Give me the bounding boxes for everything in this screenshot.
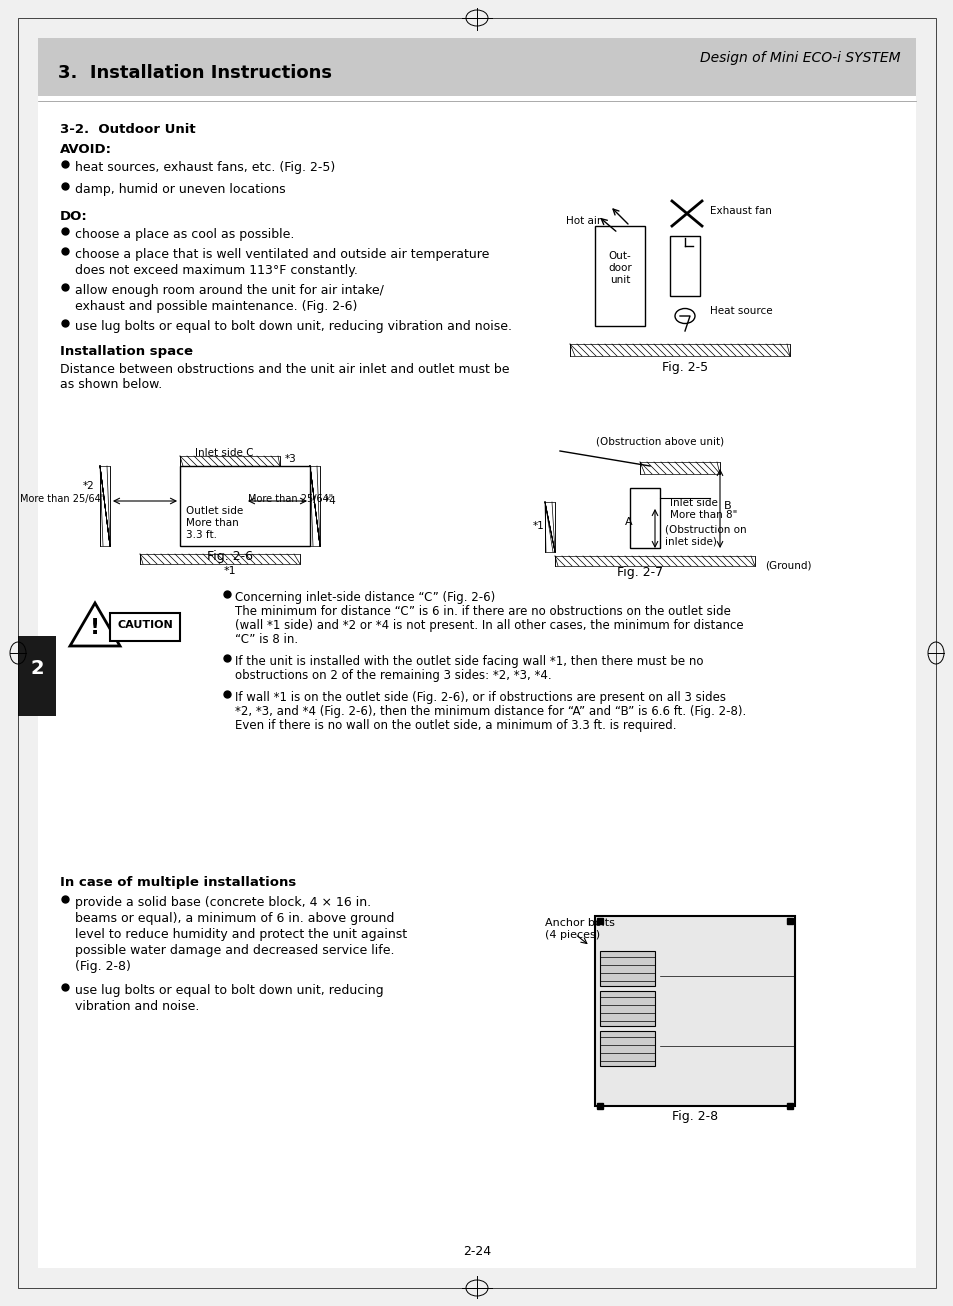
Text: Inlet side C: Inlet side C [194, 448, 253, 458]
Text: use lug bolts or equal to bolt down unit, reducing: use lug bolts or equal to bolt down unit… [75, 983, 383, 996]
Text: AVOID:: AVOID: [60, 142, 112, 155]
Text: (wall *1 side) and *2 or *4 is not present. In all other cases, the minimum for : (wall *1 side) and *2 or *4 is not prese… [234, 619, 742, 632]
FancyBboxPatch shape [599, 951, 655, 986]
Text: choose a place as cool as possible.: choose a place as cool as possible. [75, 229, 294, 242]
FancyBboxPatch shape [599, 1030, 655, 1066]
Text: possible water damage and decreased service life.: possible water damage and decreased serv… [75, 944, 395, 957]
Text: exhaust and possible maintenance. (Fig. 2-6): exhaust and possible maintenance. (Fig. … [75, 300, 357, 313]
Text: Fig. 2-6: Fig. 2-6 [207, 550, 253, 563]
Text: More than 25/64": More than 25/64" [248, 494, 333, 504]
Text: *4: *4 [325, 496, 336, 505]
Text: More than 8": More than 8" [669, 511, 737, 520]
FancyBboxPatch shape [18, 636, 56, 716]
Text: 3-2.  Outdoor Unit: 3-2. Outdoor Unit [60, 123, 195, 136]
Text: (Obstruction on: (Obstruction on [664, 524, 746, 534]
Text: If wall *1 is on the outlet side (Fig. 2-6), or if obstructions are present on a: If wall *1 is on the outlet side (Fig. 2… [234, 691, 725, 704]
Text: does not exceed maximum 113°F constantly.: does not exceed maximum 113°F constantly… [75, 264, 357, 277]
FancyBboxPatch shape [555, 556, 754, 565]
Text: Design of Mini ECO-i SYSTEM: Design of Mini ECO-i SYSTEM [700, 51, 900, 65]
Text: If the unit is installed with the outlet side facing wall *1, then there must be: If the unit is installed with the outlet… [234, 656, 702, 667]
Text: A: A [624, 517, 632, 528]
Text: Out-: Out- [608, 251, 631, 261]
Text: *2, *3, and *4 (Fig. 2-6), then the minimum distance for “A” and “B” is 6.6 ft. : *2, *3, and *4 (Fig. 2-6), then the mini… [234, 705, 745, 718]
Text: inlet side): inlet side) [664, 535, 716, 546]
Text: (Fig. 2-8): (Fig. 2-8) [75, 960, 131, 973]
Text: !: ! [90, 618, 100, 639]
Text: *3: *3 [285, 454, 296, 464]
Text: DO:: DO: [60, 210, 88, 223]
Text: Inlet side: Inlet side [669, 498, 717, 508]
Text: B: B [723, 502, 731, 511]
Text: *1: *1 [223, 565, 236, 576]
Text: More than: More than [186, 518, 238, 528]
Text: Fig. 2-8: Fig. 2-8 [671, 1110, 718, 1123]
FancyBboxPatch shape [180, 466, 310, 546]
Polygon shape [70, 603, 120, 646]
Text: door: door [607, 263, 631, 273]
Text: (Obstruction above unit): (Obstruction above unit) [596, 436, 723, 447]
FancyBboxPatch shape [38, 38, 915, 97]
Text: Fig. 2-5: Fig. 2-5 [661, 360, 707, 374]
FancyBboxPatch shape [669, 236, 700, 296]
FancyBboxPatch shape [629, 488, 659, 549]
Text: choose a place that is well ventilated and outside air temperature: choose a place that is well ventilated a… [75, 248, 489, 261]
FancyBboxPatch shape [310, 466, 319, 546]
Text: Heat source: Heat source [709, 306, 772, 316]
Text: CAUTION: CAUTION [117, 620, 172, 629]
Text: *2: *2 [83, 481, 95, 491]
FancyBboxPatch shape [38, 97, 915, 1268]
Ellipse shape [675, 308, 695, 324]
Text: Fig. 2-7: Fig. 2-7 [617, 565, 662, 579]
FancyBboxPatch shape [595, 916, 794, 1106]
Text: allow enough room around the unit for air intake/: allow enough room around the unit for ai… [75, 283, 383, 296]
Text: In case of multiple installations: In case of multiple installations [60, 876, 296, 889]
Text: (Ground): (Ground) [764, 562, 811, 571]
Text: Anchor bolts
(4 pieces): Anchor bolts (4 pieces) [544, 918, 615, 939]
Text: “C” is 8 in.: “C” is 8 in. [234, 633, 297, 646]
Text: heat sources, exhaust fans, etc. (Fig. 2-5): heat sources, exhaust fans, etc. (Fig. 2… [75, 161, 335, 174]
FancyBboxPatch shape [100, 466, 110, 546]
Text: The minimum for distance “C” is 6 in. if there are no obstructions on the outlet: The minimum for distance “C” is 6 in. if… [234, 605, 730, 618]
Text: unit: unit [609, 276, 630, 285]
Text: Concerning inlet-side distance “C” (Fig. 2-6): Concerning inlet-side distance “C” (Fig.… [234, 592, 495, 603]
Text: Outlet side: Outlet side [186, 505, 243, 516]
Text: Installation space: Installation space [60, 345, 193, 358]
Text: *1: *1 [533, 521, 544, 532]
FancyBboxPatch shape [639, 462, 720, 474]
Text: Even if there is no wall on the outlet side, a minimum of 3.3 ft. is required.: Even if there is no wall on the outlet s… [234, 720, 676, 731]
FancyBboxPatch shape [569, 343, 789, 357]
Text: 3.3 ft.: 3.3 ft. [186, 530, 216, 539]
Text: 2-24: 2-24 [462, 1245, 491, 1258]
Text: level to reduce humidity and protect the unit against: level to reduce humidity and protect the… [75, 929, 407, 942]
Text: damp, humid or uneven locations: damp, humid or uneven locations [75, 183, 285, 196]
Text: More than 25/64": More than 25/64" [20, 494, 105, 504]
Text: obstructions on 2 of the remaining 3 sides: *2, *3, *4.: obstructions on 2 of the remaining 3 sid… [234, 669, 551, 682]
FancyBboxPatch shape [599, 991, 655, 1027]
Text: as shown below.: as shown below. [60, 377, 162, 390]
Text: Hot air: Hot air [565, 215, 600, 226]
FancyBboxPatch shape [180, 456, 280, 466]
Text: Exhaust fan: Exhaust fan [709, 206, 771, 215]
Text: 2: 2 [30, 658, 44, 678]
Text: provide a solid base (concrete block, 4 × 16 in.: provide a solid base (concrete block, 4 … [75, 896, 371, 909]
FancyBboxPatch shape [544, 502, 555, 552]
Text: beams or equal), a minimum of 6 in. above ground: beams or equal), a minimum of 6 in. abov… [75, 912, 394, 925]
Text: use lug bolts or equal to bolt down unit, reducing vibration and noise.: use lug bolts or equal to bolt down unit… [75, 320, 512, 333]
Text: Distance between obstructions and the unit air inlet and outlet must be: Distance between obstructions and the un… [60, 363, 509, 376]
FancyBboxPatch shape [595, 226, 644, 326]
FancyBboxPatch shape [110, 613, 180, 641]
Text: 3.  Installation Instructions: 3. Installation Instructions [58, 64, 332, 82]
Text: vibration and noise.: vibration and noise. [75, 1000, 199, 1013]
FancyBboxPatch shape [140, 554, 299, 564]
